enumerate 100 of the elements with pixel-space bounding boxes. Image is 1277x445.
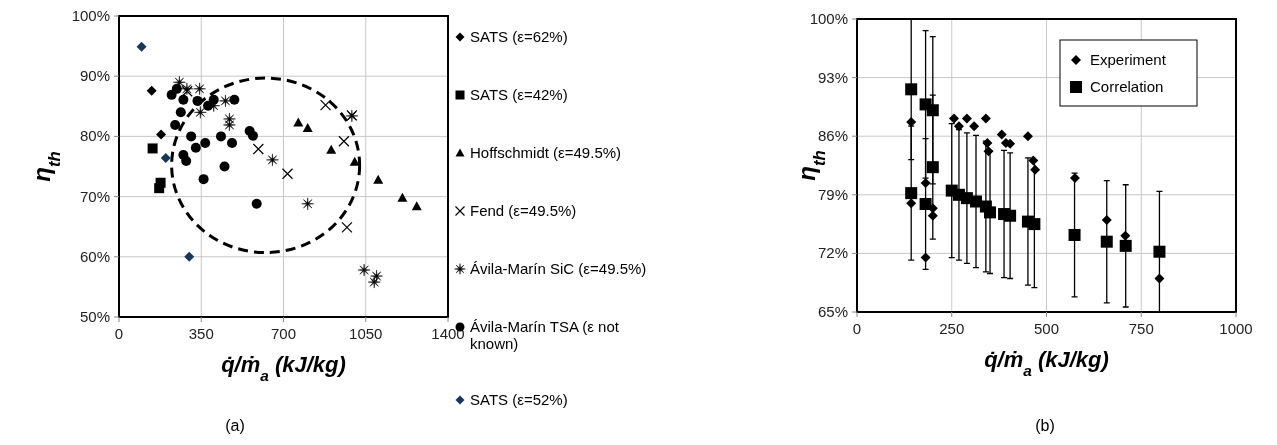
point [1028,155,1039,166]
point [190,142,201,153]
y-tick-label: 93% [817,68,848,86]
x-tick-label: 0 [114,325,124,342]
point [247,130,258,141]
point [252,143,264,155]
point [1100,235,1113,248]
y-tick-label: 50% [79,308,110,325]
point [193,82,206,96]
x-axis-title: q̇/ṁ$_{a}$ (kJ/kg) [221,352,346,384]
legend-label: SATS (ε=42%) [470,86,568,103]
point [906,116,917,127]
point [1028,218,1041,231]
point [184,251,195,262]
point [1068,228,1081,241]
point [905,83,918,96]
point [293,117,304,127]
x-tick-label: 1050 [349,325,383,342]
point [229,94,240,105]
point [219,161,230,172]
x-tick-label: 500 [1033,320,1060,337]
point [980,113,991,124]
point [208,94,219,105]
point [367,275,381,289]
point [920,178,931,189]
y-tick-label: 100% [809,10,848,27]
y-tick-label: 80% [79,127,110,145]
point [341,221,353,233]
point [919,198,932,211]
point [170,119,181,130]
y-tick-label: 100% [71,7,110,24]
y-tick-label: 72% [817,244,848,262]
point [1030,164,1041,175]
point [171,83,182,94]
point [136,41,147,52]
legend-label: Ávila-Marín SiC (ε=49.5%) [470,260,647,277]
point [1119,239,1132,252]
point [349,156,360,166]
point [953,121,964,132]
text: (a) [225,417,245,434]
point [996,129,1007,140]
legend-label: Correlation [1090,78,1164,95]
point [905,187,918,200]
point [156,129,167,140]
point [926,104,939,117]
point [281,168,294,180]
point [1120,230,1131,241]
y-tick-label: 60% [79,247,110,265]
point [146,85,157,96]
point [357,263,371,277]
point [982,137,993,148]
point [186,131,197,142]
x-axis-title: q̇/ṁ$_{a}$ (kJ/kg) [984,347,1109,379]
point [969,121,980,132]
point [1101,214,1112,225]
point [373,174,384,184]
point [301,197,314,211]
point [1069,173,1080,184]
point [192,95,203,106]
point [970,195,983,208]
x-tick-label: 1400 [431,325,465,342]
point [147,143,158,154]
x-tick-label: 750 [1128,320,1154,337]
point [215,131,226,142]
point [906,198,917,209]
point [181,156,192,167]
point [1154,273,1165,284]
point [198,174,209,185]
point [411,201,422,211]
y-tick-label: 65% [817,303,848,320]
point [203,100,214,111]
point [266,153,279,167]
point [926,161,939,174]
point [1004,209,1017,222]
point [200,138,211,149]
point [983,146,994,157]
point [984,206,997,219]
text: (b) [1035,417,1055,434]
x-tick-label: 250 [939,320,965,337]
legend-label: Fend (ε=49.5%) [470,202,577,219]
point [251,198,262,209]
point [227,138,238,149]
point [319,99,332,111]
point [175,107,186,118]
point [1153,245,1166,258]
legend-label: SATS (ε=62%) [470,28,568,45]
y-tick-label: 90% [79,67,110,85]
legend-label: Ávila-Marín TSA (ε not known) [470,318,620,352]
x-tick-label: 0 [852,320,862,337]
y-tick-label: 70% [79,187,110,205]
legend-label: Experiment [1090,51,1167,68]
point [178,94,189,105]
point [920,252,931,263]
point [223,118,236,132]
point [949,113,960,124]
x-tick-label: 700 [270,325,297,342]
point [219,94,232,108]
legend-label: SATS (ε=52%) [470,391,568,408]
point [338,135,350,147]
x-tick-label: 1000 [1219,320,1253,337]
